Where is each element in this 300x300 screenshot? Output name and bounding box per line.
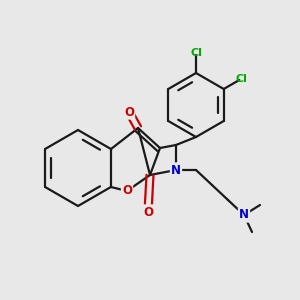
- Text: Cl: Cl: [235, 74, 247, 84]
- Text: O: O: [122, 184, 132, 197]
- Text: N: N: [171, 164, 181, 176]
- Text: O: O: [122, 184, 132, 197]
- Text: O: O: [124, 106, 134, 118]
- Text: Cl: Cl: [190, 48, 202, 58]
- Text: N: N: [239, 208, 249, 221]
- Text: O: O: [143, 206, 153, 218]
